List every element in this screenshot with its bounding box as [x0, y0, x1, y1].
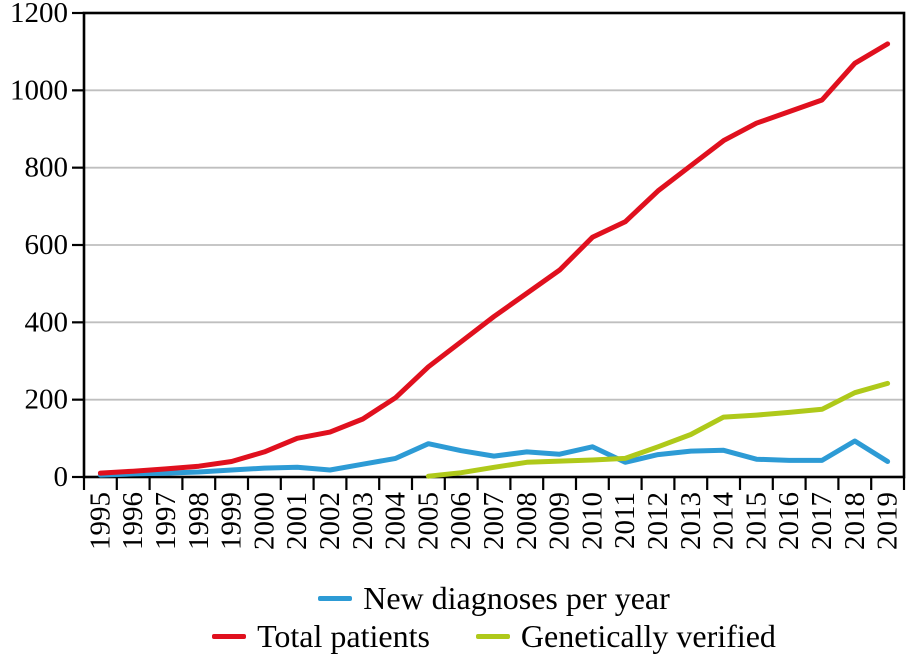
chart-legend: New diagnoses per year Total patients Ge…	[84, 581, 904, 654]
legend-item-genetically-verified: Genetically verified	[475, 618, 776, 654]
y-tick-label-600: 600	[25, 229, 69, 261]
x-tick-label-2013: 2013	[675, 492, 707, 550]
y-tick-label-1200: 1200	[10, 0, 68, 29]
series-line-genetically-verified	[425, 380, 891, 479]
x-tick-label-2017: 2017	[806, 492, 838, 550]
x-tick-label-2004: 2004	[380, 492, 412, 551]
x-tick-label-2002: 2002	[314, 492, 346, 550]
x-tick-label-1996: 1996	[117, 492, 149, 550]
x-tick-label-1999: 1999	[216, 492, 248, 550]
x-tick-label-1995: 1995	[84, 492, 116, 550]
legend-row-1: New diagnoses per year	[318, 581, 670, 616]
legend-label-new-diagnoses-per-year: New diagnoses per year	[363, 580, 670, 616]
x-tick-label-2010: 2010	[576, 492, 608, 550]
x-tick-label-2016: 2016	[773, 492, 805, 550]
x-tick-label-1997: 1997	[150, 492, 182, 550]
x-tick-label-2003: 2003	[347, 492, 379, 550]
x-tick-label-2011: 2011	[609, 492, 641, 549]
x-tick-label-2018: 2018	[839, 492, 871, 550]
y-tick-label-800: 800	[25, 152, 69, 184]
x-tick-label-2001: 2001	[281, 492, 313, 550]
x-tick-label-2019: 2019	[872, 492, 904, 550]
legend-swatch-new-diagnoses-per-year	[318, 596, 353, 601]
line-chart-canvas: 0 200 400 600 800 1000 1200 1995 1996 1997 1998 199…	[10, 0, 906, 551]
x-tick-label-2007: 2007	[478, 492, 510, 550]
legend-row-2: Total patients Genetically verified	[212, 619, 776, 654]
x-tick-label-2014: 2014	[708, 492, 740, 551]
legend-item-total-patients: Total patients	[212, 619, 430, 654]
y-tick-label-200: 200	[25, 384, 69, 416]
x-tick-label-2008: 2008	[511, 492, 543, 550]
legend-swatch-total-patients	[212, 634, 247, 639]
y-tick-label-1000: 1000	[10, 74, 68, 106]
y-tick-label-0: 0	[54, 461, 69, 493]
x-tick-label-2009: 2009	[544, 492, 576, 550]
legend-label-genetically-verified: Genetically verified	[520, 618, 776, 654]
x-tick-label-2000: 2000	[248, 492, 280, 550]
y-tick-label-400: 400	[25, 306, 69, 338]
x-tick-label-1998: 1998	[183, 492, 215, 550]
x-tick-label-2006: 2006	[445, 492, 477, 550]
legend-item-new-diagnoses-per-year: New diagnoses per year	[318, 581, 670, 616]
x-tick-label-2015: 2015	[740, 492, 772, 550]
series-line-total-patients	[97, 41, 891, 476]
x-tick-label-2012: 2012	[642, 492, 674, 550]
x-tick-label-2005: 2005	[412, 492, 444, 550]
legend-label-total-patients: Total patients	[257, 618, 430, 654]
legend-swatch-genetically-verified	[475, 634, 510, 639]
series-line-new-diagnoses-per-year	[97, 438, 891, 478]
